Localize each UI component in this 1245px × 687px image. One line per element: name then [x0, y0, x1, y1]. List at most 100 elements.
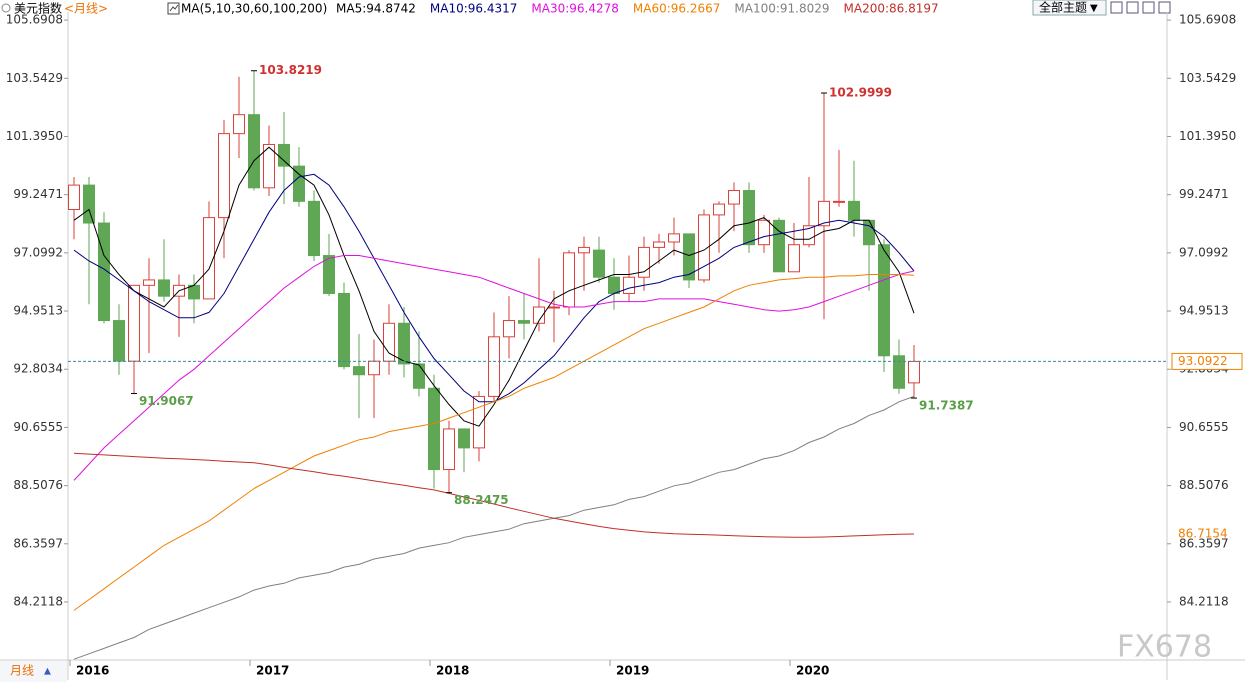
y-tick-label: 94.9513: [13, 304, 63, 318]
candle-body: [593, 249, 605, 278]
candle-body: [113, 320, 125, 362]
candle-body: [353, 366, 365, 376]
tool-icons: [1110, 1, 1171, 14]
y-tick-label: 90.6555: [13, 420, 63, 434]
x-tick-label: 2020: [796, 664, 829, 678]
legend-entry: MA100:91.8029: [734, 2, 829, 16]
toolbar: 美元指数 <月线> MA(5,10,30,60,100,200) 全部主题 ▼: [1, 0, 1171, 16]
candle-body: [188, 284, 200, 300]
x-tick-label: 2019: [616, 664, 649, 678]
right-label: 86.7154: [1178, 527, 1228, 541]
y-tick-label: 88.5076: [13, 478, 63, 492]
y-tick-label-right: 97.0992: [1179, 245, 1229, 259]
plot: [68, 70, 920, 660]
candle-body: [203, 217, 215, 300]
x-tick-label: 2017: [256, 664, 289, 678]
ma-line: [73, 452, 915, 538]
tool-icon[interactable]: [1126, 1, 1139, 14]
period-box[interactable]: [0, 661, 67, 682]
candle-body: [548, 306, 560, 309]
candle-body: [83, 184, 95, 224]
candle-body: [158, 279, 170, 297]
candle-body: [398, 322, 410, 365]
candle-body: [533, 306, 545, 324]
candle-body: [788, 244, 800, 273]
tool-icon[interactable]: [1110, 1, 1123, 14]
candle-body: [503, 320, 515, 338]
candle-body: [248, 114, 260, 189]
legend-entry: MA60:96.2667: [633, 2, 721, 16]
annotation: 102.9999: [829, 86, 892, 100]
candle-body: [323, 255, 335, 294]
gear-icon[interactable]: [1, 3, 11, 13]
candle-body: [263, 143, 275, 189]
y-tick-label-right: 99.2471: [1179, 187, 1229, 201]
annotation: 91.7387: [919, 399, 974, 413]
y-tick-label-right: 88.5076: [1179, 478, 1229, 492]
tool-icon[interactable]: [1142, 1, 1155, 14]
candle-body: [368, 360, 380, 376]
candle-body: [743, 190, 755, 246]
y-tick-label: 101.3950: [6, 129, 63, 143]
legend-entry: MA5:94.8742: [336, 2, 416, 16]
candle-body: [803, 225, 815, 246]
candle-body: [143, 279, 155, 286]
candle-body: [653, 241, 665, 248]
candle-body: [908, 360, 920, 384]
watermark: FX678: [1117, 630, 1212, 665]
period-arrow: ▲: [44, 667, 51, 677]
title: 美元指数: [14, 1, 62, 16]
candle-body: [458, 428, 470, 449]
candle-body: [428, 387, 440, 471]
candle-body: [863, 219, 875, 246]
candle-body: [638, 246, 650, 278]
period: <月线>: [64, 2, 108, 16]
tool-icon[interactable]: [1158, 1, 1171, 14]
y-tick-label-right: 94.9513: [1179, 304, 1229, 318]
y-tick-label: 105.6908: [6, 13, 63, 27]
y-tick-label: 97.0992: [13, 245, 63, 259]
ma-line: [73, 274, 915, 611]
x-tick-label: 2016: [76, 664, 109, 678]
candle-body: [683, 233, 695, 281]
legend-entry: MA10:96.4317: [430, 2, 518, 16]
candle-body: [128, 284, 140, 362]
candle-body: [608, 276, 620, 294]
y-tick-label-right: 84.2118: [1179, 594, 1229, 608]
y-tick-label-right: 105.6908: [1179, 13, 1236, 27]
candle-body: [413, 363, 425, 389]
candle-body: [488, 336, 500, 397]
legend-entry: MA200:86.8197: [844, 2, 939, 16]
candle-body: [233, 114, 245, 135]
candle-body: [293, 165, 305, 202]
candle-body: [578, 246, 590, 254]
candle-body: [728, 190, 740, 205]
last-price-box: [1171, 352, 1243, 370]
candle-body: [713, 203, 725, 216]
footer-period: 月线: [10, 664, 34, 678]
candle-body: [818, 200, 830, 227]
theme-button[interactable]: [1032, 0, 1107, 16]
candle-body: [338, 292, 350, 368]
candle-body: [773, 219, 785, 273]
y-tick-label: 103.5429: [6, 71, 63, 85]
y-tick-label: 99.2471: [13, 187, 63, 201]
theme-arrow: ▼: [1090, 3, 1098, 14]
candle-body: [308, 200, 320, 257]
candle-body: [848, 200, 860, 221]
indicator-icon[interactable]: [167, 2, 180, 15]
y-tick-label-right: 86.3597: [1179, 536, 1229, 550]
candle-body: [68, 184, 80, 210]
candle-body: [893, 355, 905, 389]
candle-body: [98, 222, 110, 322]
annotation: 103.8219: [259, 63, 322, 77]
y-tick-label: 86.3597: [13, 536, 63, 550]
ma-line: [73, 146, 915, 427]
candle-body: [758, 219, 770, 246]
y-tick-label-right: 101.3950: [1179, 129, 1236, 143]
candle-body: [518, 320, 530, 324]
legend-entry: MA30:96.4278: [531, 2, 619, 16]
